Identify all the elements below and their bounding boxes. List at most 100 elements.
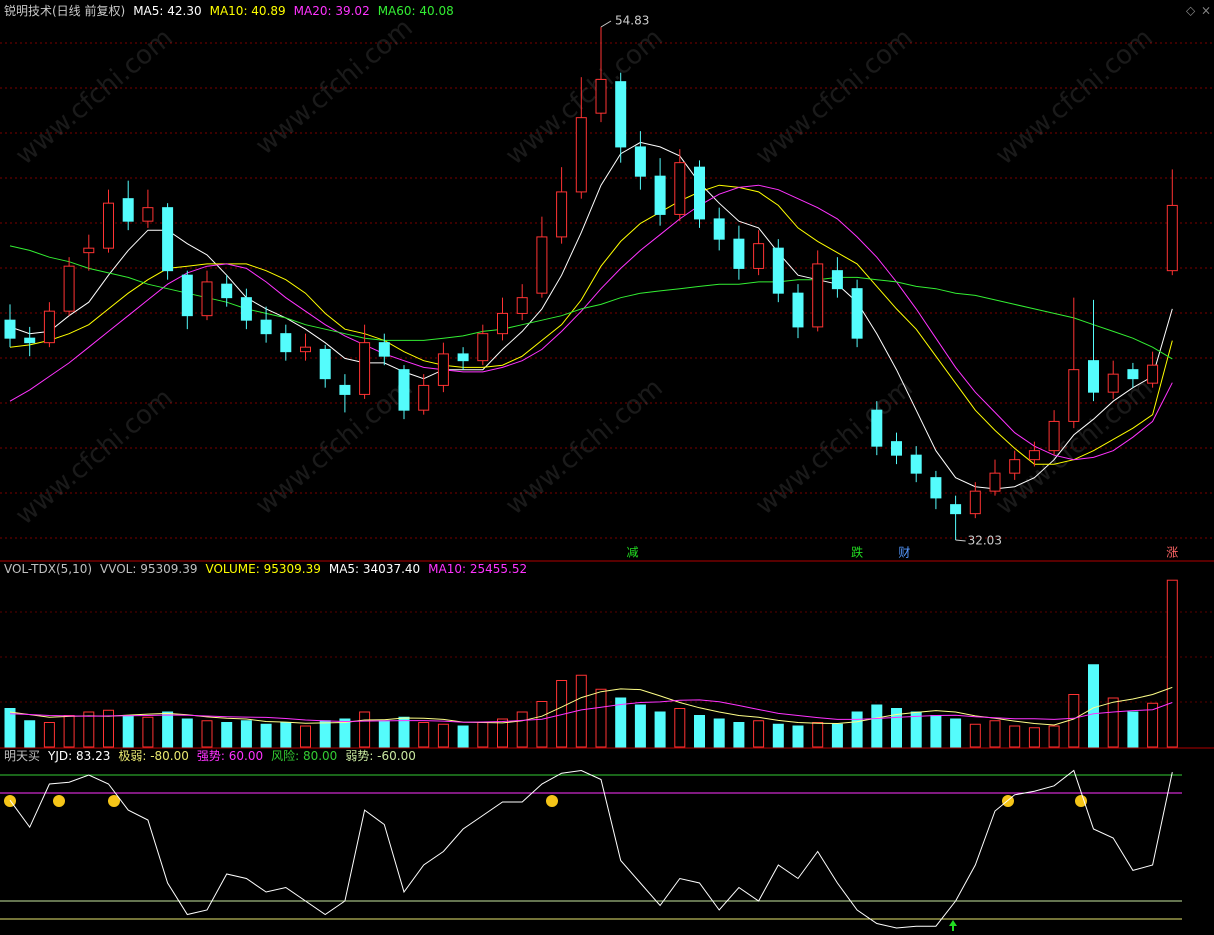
candle-body bbox=[1127, 369, 1139, 380]
candle-body bbox=[497, 312, 508, 335]
candle-body bbox=[1068, 369, 1080, 422]
legend-item: MA10: 25455.52 bbox=[428, 562, 527, 576]
low-marker bbox=[955, 539, 966, 542]
volume-bar bbox=[989, 720, 1001, 748]
series-line bbox=[9, 769, 1173, 929]
mood-icon bbox=[53, 795, 65, 807]
signal-label: 涨 bbox=[1166, 545, 1178, 560]
volume-bar bbox=[378, 720, 390, 748]
volume-bar bbox=[930, 715, 942, 748]
candle-body bbox=[378, 342, 390, 357]
candle-body bbox=[516, 297, 528, 314]
volume-bar bbox=[319, 720, 331, 748]
candle-body bbox=[615, 81, 627, 148]
panel-header: VOL-TDX(5,10) VVOL: 95309.39 VOLUME: 95309… bbox=[4, 562, 527, 576]
candle-body bbox=[595, 78, 607, 114]
candle-body bbox=[950, 504, 962, 515]
candle-body bbox=[398, 369, 410, 411]
candle-body bbox=[831, 270, 843, 290]
volume-bar bbox=[260, 723, 272, 748]
signal-label: 跌 bbox=[851, 545, 863, 560]
panel-title: 锐明技术(日线 前复权) bbox=[4, 3, 125, 18]
volume-bar bbox=[477, 722, 489, 748]
candle-body bbox=[1048, 420, 1060, 452]
candle-body bbox=[792, 292, 804, 328]
candle-body bbox=[359, 342, 371, 395]
volume-bar bbox=[63, 715, 75, 748]
candle-body bbox=[634, 146, 646, 177]
mood-icon bbox=[108, 795, 120, 807]
high-marker bbox=[600, 20, 612, 28]
legend-item: MA10: 40.89 bbox=[210, 4, 286, 18]
candle-body bbox=[1088, 360, 1099, 393]
candle-body bbox=[654, 175, 666, 215]
low-label: 32.03 bbox=[968, 533, 1002, 547]
candle-body bbox=[989, 472, 1001, 492]
volume-bar bbox=[910, 711, 922, 748]
mood-icon bbox=[1075, 795, 1087, 807]
candle-body bbox=[674, 162, 686, 215]
volume-bar bbox=[1068, 694, 1080, 748]
candle-body bbox=[437, 353, 449, 386]
candle-body bbox=[300, 346, 311, 353]
legend-item: MA5: 42.30 bbox=[133, 4, 201, 18]
series-line bbox=[9, 686, 1173, 726]
volume-bar bbox=[418, 722, 430, 748]
series-line bbox=[9, 184, 1173, 461]
volume-bar bbox=[24, 720, 36, 748]
volume-bar bbox=[162, 711, 174, 748]
candle-body bbox=[1166, 204, 1178, 272]
volume-bar bbox=[398, 716, 410, 748]
high-label: 54.83 bbox=[615, 13, 649, 27]
volume-bar bbox=[1009, 725, 1021, 748]
volume-bar bbox=[221, 722, 233, 748]
signal-label: 减 bbox=[627, 546, 639, 560]
candle-body bbox=[910, 454, 922, 474]
volume-bar bbox=[103, 709, 114, 748]
diamond-icon[interactable]: ◇ bbox=[1186, 4, 1196, 18]
volume-bar bbox=[969, 723, 981, 748]
candle-body bbox=[1147, 364, 1159, 384]
candle-body bbox=[457, 353, 469, 362]
candle-body bbox=[812, 263, 824, 328]
legend-item: MA20: 39.02 bbox=[294, 4, 370, 18]
series-line bbox=[9, 184, 1173, 465]
candle-body bbox=[1028, 450, 1040, 461]
candle-body bbox=[221, 283, 233, 299]
candle-body bbox=[713, 218, 725, 240]
volume-bar bbox=[871, 704, 883, 748]
candle-body bbox=[891, 441, 902, 456]
candle-body bbox=[162, 207, 174, 272]
volume-bar bbox=[300, 725, 311, 748]
candle-body bbox=[4, 319, 16, 339]
candle-body bbox=[201, 281, 213, 317]
candle-body bbox=[103, 202, 114, 249]
candle-body bbox=[63, 265, 75, 312]
volume-bar bbox=[694, 715, 705, 748]
candle-body bbox=[477, 333, 489, 362]
volume-bar bbox=[634, 704, 646, 748]
legend-item: 风险: 80.00 bbox=[271, 748, 337, 763]
series-line bbox=[9, 141, 1173, 490]
volume-bar bbox=[516, 711, 528, 748]
legend-item: 弱势: -60.00 bbox=[345, 749, 416, 763]
legend-item: 强势: 60.00 bbox=[197, 749, 263, 763]
volume-bar bbox=[654, 711, 666, 748]
signal-label: 财 bbox=[898, 546, 910, 560]
legend-item: MA60: 40.08 bbox=[378, 4, 454, 18]
candle-body bbox=[575, 117, 587, 193]
panel-header: 明天买 YJD: 83.23 极弱: -80.00 强势: 60.00 风险: 80.0… bbox=[4, 748, 416, 763]
candle-body bbox=[24, 337, 36, 344]
buy-arrow bbox=[949, 920, 957, 931]
volume-bar bbox=[280, 722, 292, 748]
volume-bar bbox=[359, 711, 371, 748]
close-icon[interactable]: × bbox=[1201, 4, 1211, 18]
legend-item: 明天买 bbox=[4, 749, 40, 763]
candle-body bbox=[280, 333, 292, 353]
volume-bar bbox=[1028, 727, 1040, 748]
volume-bar bbox=[43, 722, 55, 748]
candle-body bbox=[772, 247, 784, 294]
candle-body bbox=[851, 288, 863, 339]
